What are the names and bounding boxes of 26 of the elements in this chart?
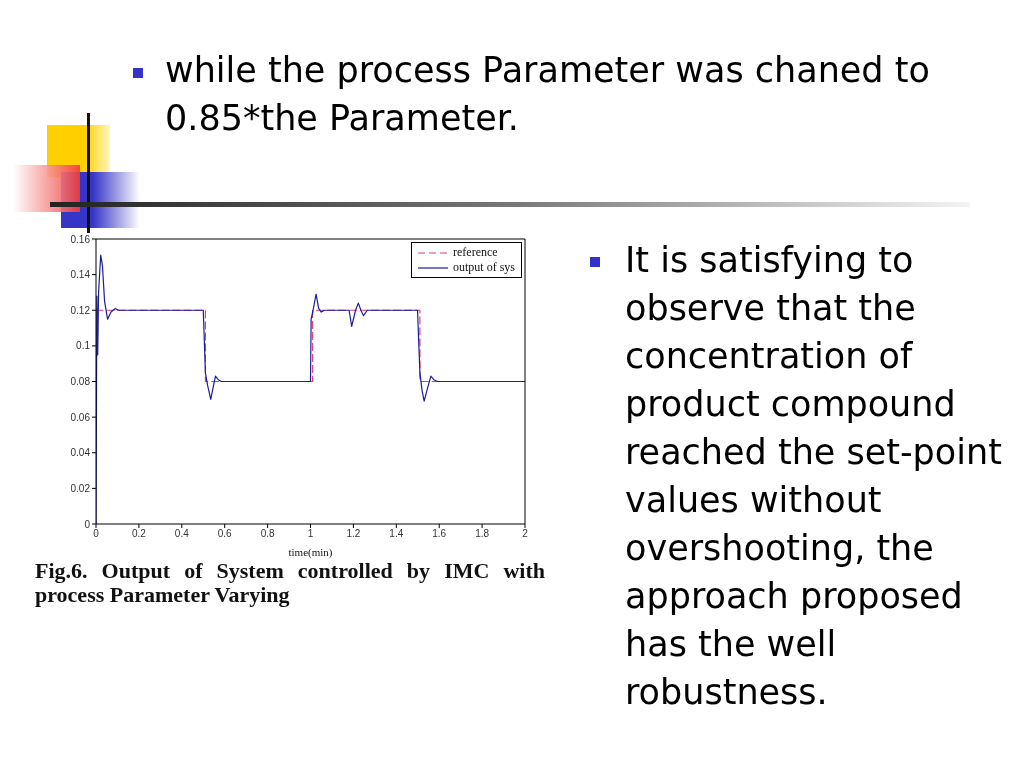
x-tick-label: 1.2 (346, 528, 361, 540)
x-tick-label: 1 (307, 528, 314, 540)
x-tick-label: 0.6 (217, 528, 233, 540)
y-tick-label: 0.16 (70, 233, 91, 245)
legend-label: output of sys (452, 260, 515, 275)
x-tick-label: 2 (522, 528, 529, 540)
y-tick-label: 0.12 (70, 304, 91, 316)
x-tick-label: 0.4 (174, 528, 190, 540)
y-tick-label: 0.1 (76, 340, 91, 352)
legend-label: reference (452, 245, 498, 260)
x-tick-label: 0 (93, 528, 100, 540)
y-tick-label: 0.06 (70, 411, 91, 423)
x-tick-label: 0.8 (260, 528, 275, 540)
caption: Fig.6. Output of System controlled by IMC with process Parameter Varying (35, 558, 545, 607)
y-tick-label: 0.08 (70, 376, 91, 388)
y-tick-label: 0.02 (70, 482, 91, 494)
chart-title: while the process Parameter was chaned to 0.85*the Parameter. (165, 49, 931, 140)
y-tick-label: 0.04 (70, 447, 91, 459)
text: It is satisfying to observe that the concentration of product compound reached the set-point values without overshooting, the approach proposed has the well robustness. (625, 240, 1002, 712)
x-axis-title: time(min) (288, 546, 333, 559)
x-tick-label: 1.4 (389, 528, 404, 540)
x-tick-label: 1.8 (475, 528, 490, 540)
x-tick-label: 0.2 (131, 528, 147, 540)
y-tick-label: 0.14 (70, 269, 91, 281)
y-tick-label: 0 (84, 518, 91, 530)
x-tick-label: 1.6 (432, 528, 447, 540)
